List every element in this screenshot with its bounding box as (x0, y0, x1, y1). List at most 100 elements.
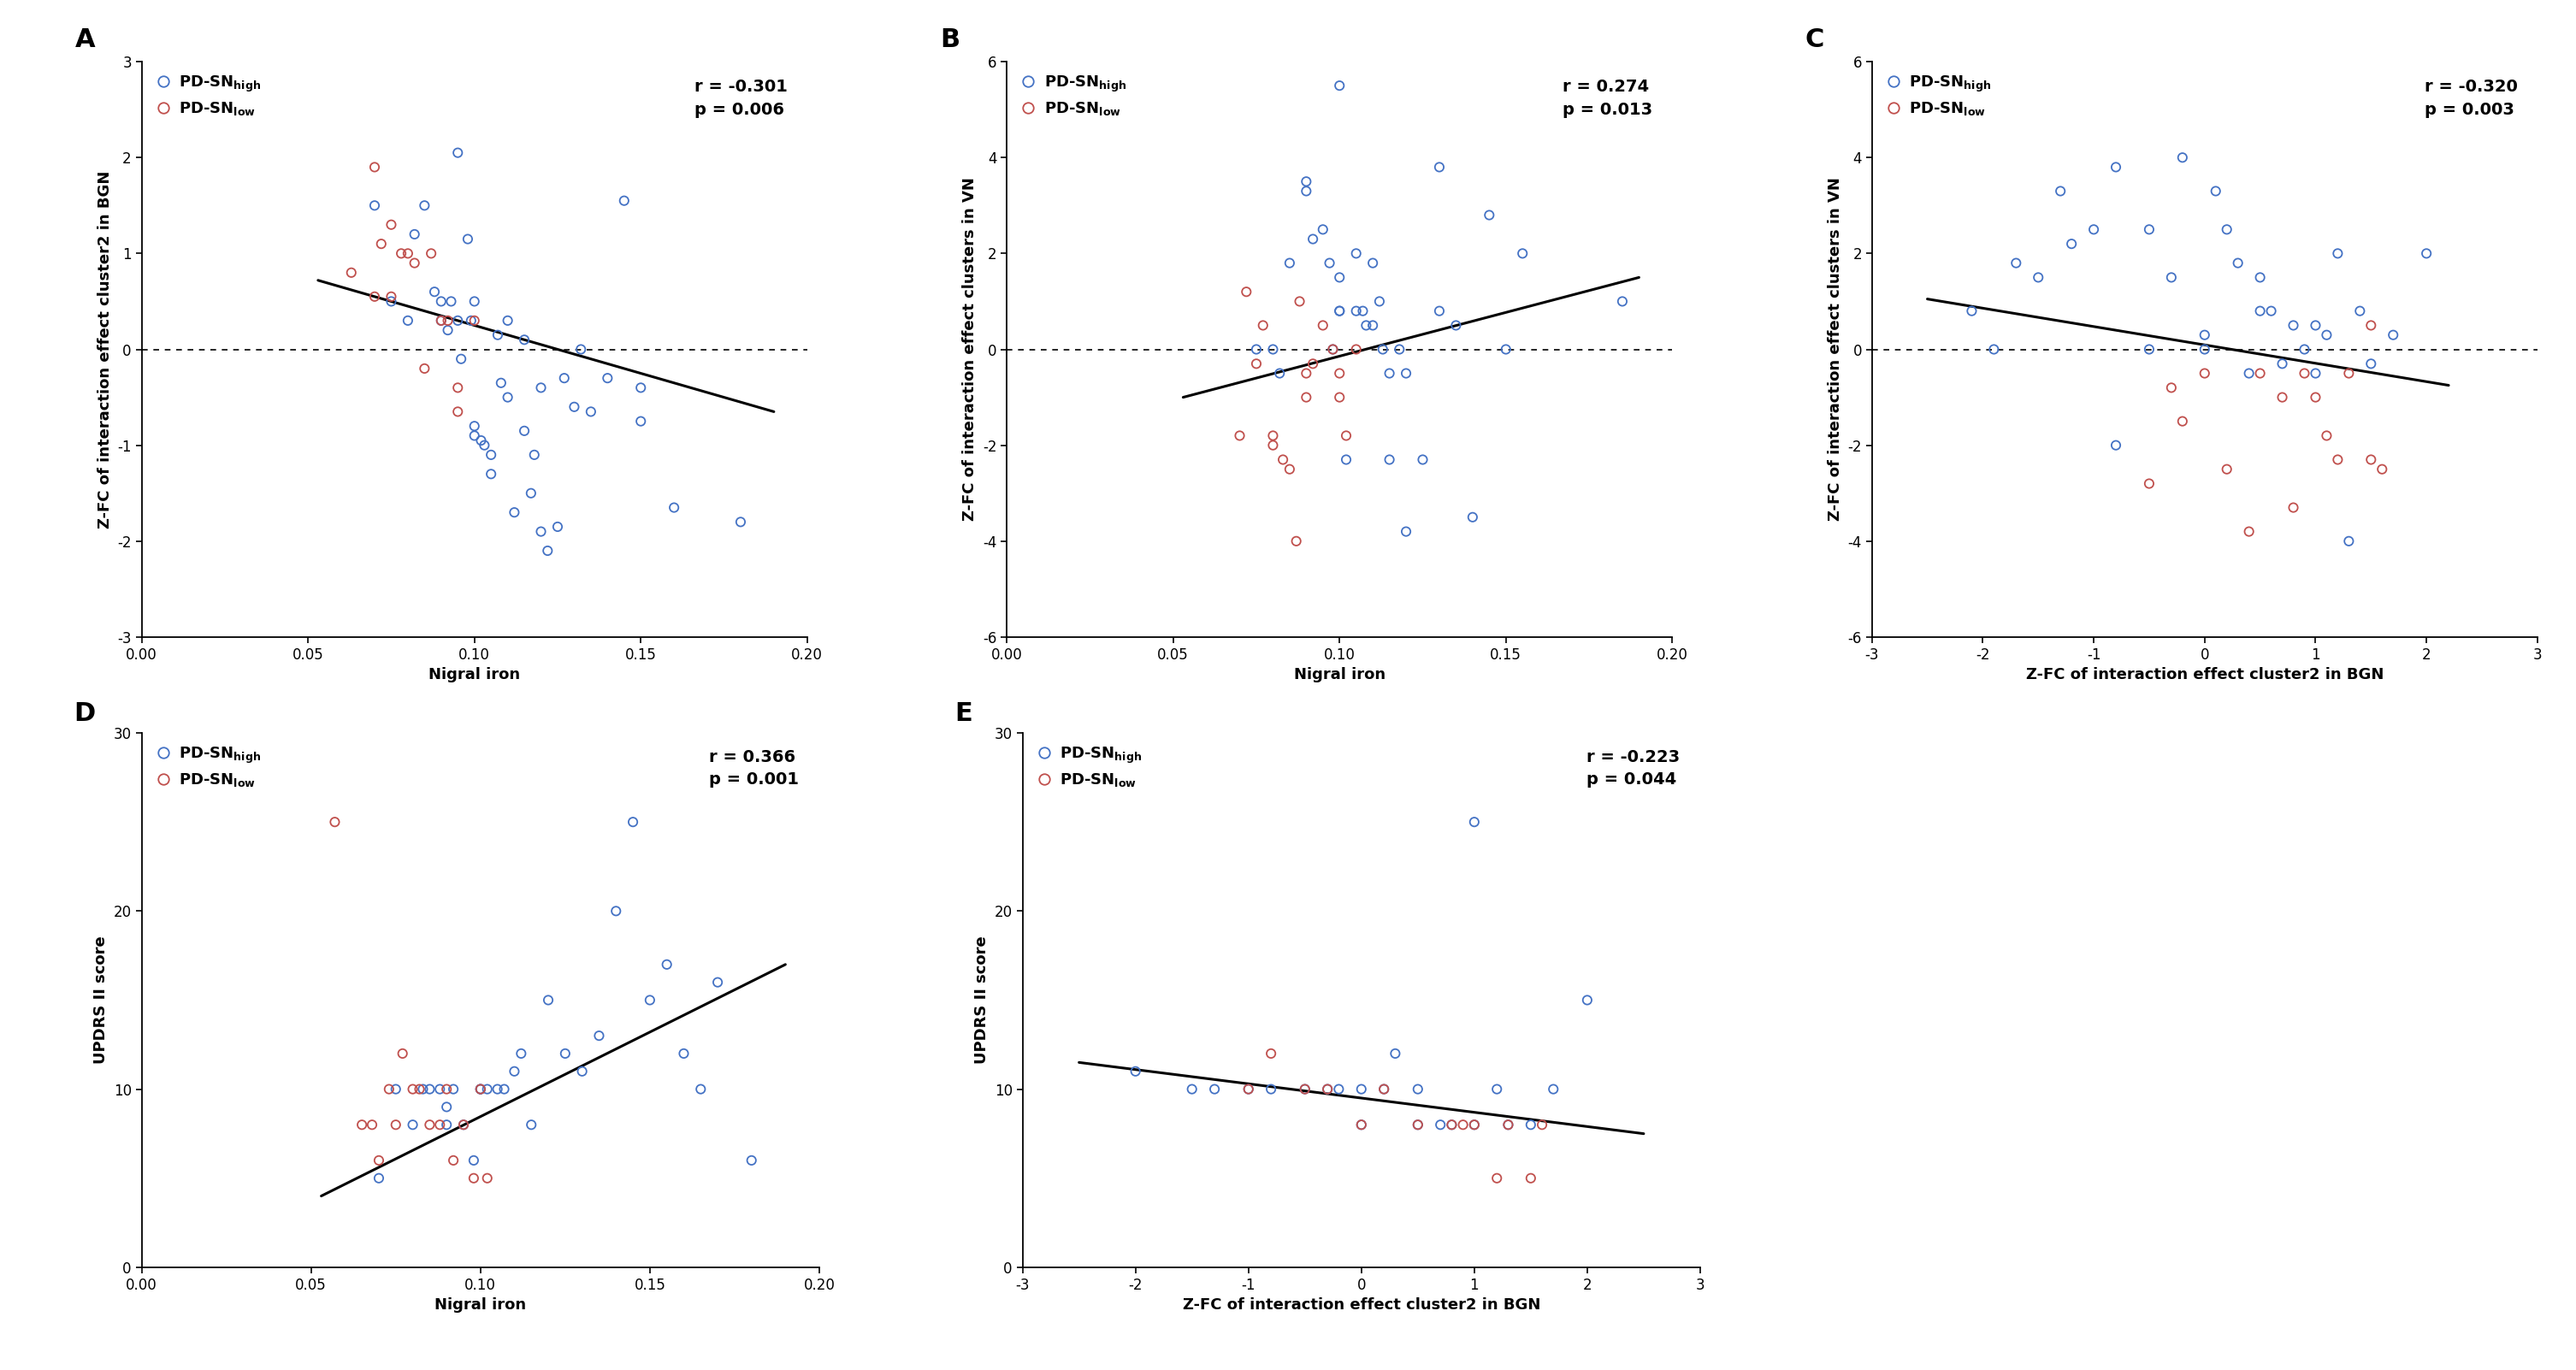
Point (1334, 242, 1376, 264)
Point (438, 142, 479, 164)
Point (559, 338, 600, 360)
Point (453, 1167, 495, 1189)
Point (461, 1078, 502, 1100)
Point (732, 1149, 773, 1171)
Point (386, 310, 428, 332)
Point (1226, 281, 1267, 303)
Point (1236, 352, 1278, 374)
Point (562, 1060, 603, 1082)
Point (1285, 1078, 1327, 1100)
Point (471, 463, 513, 485)
Point (1293, 227, 1334, 249)
Point (451, 310, 492, 332)
Point (1443, 1114, 1484, 1136)
Point (1996, 252, 2038, 274)
Point (495, 501, 536, 523)
Point (2329, 363, 2370, 385)
Point (1419, 300, 1461, 322)
Point (433, 1149, 474, 1171)
Point (428, 310, 469, 332)
Point (1319, 300, 1360, 322)
Y-axis label: Z-FC of interaction effect cluster2 in BGN: Z-FC of interaction effect cluster2 in B… (98, 170, 113, 529)
Point (1510, 1167, 1551, 1189)
Point (330, 262, 371, 284)
Point (453, 290, 495, 312)
Point (2184, 363, 2226, 385)
Point (430, 290, 471, 312)
Point (2151, 266, 2192, 289)
Point (1275, 530, 1316, 552)
Point (569, 400, 611, 422)
Point (2239, 266, 2280, 289)
Point (453, 425, 495, 447)
Point (399, 1078, 440, 1100)
Point (392, 1114, 433, 1136)
Point (1242, 314, 1283, 336)
Point (1432, 1114, 1473, 1136)
Point (381, 1043, 422, 1064)
Point (621, 377, 662, 399)
Point (1502, 242, 1543, 264)
Point (428, 319, 469, 341)
Point (2272, 314, 2313, 336)
Point (1262, 449, 1303, 471)
Point (2306, 425, 2347, 447)
Point (420, 1114, 461, 1136)
Point (2306, 325, 2347, 347)
Point (621, 411, 662, 433)
Point (425, 1078, 466, 1100)
Point (353, 195, 394, 216)
Point (1950, 300, 1991, 322)
Point (544, 367, 585, 389)
Point (2349, 352, 2391, 374)
Point (1486, 338, 1528, 360)
Point (443, 1114, 484, 1136)
Text: r = 0.274
p = 0.013: r = 0.274 p = 0.013 (1564, 79, 1651, 118)
Point (1363, 338, 1404, 360)
Point (2205, 458, 2246, 479)
Text: A: A (75, 27, 95, 52)
Point (443, 1114, 484, 1136)
Point (1522, 1114, 1564, 1136)
Point (433, 1078, 474, 1100)
Point (394, 223, 435, 245)
Point (505, 329, 546, 351)
X-axis label: Nigral iron: Nigral iron (435, 1297, 526, 1312)
Point (487, 310, 528, 332)
Point (1453, 506, 1494, 527)
Point (719, 511, 760, 533)
Point (410, 242, 451, 264)
Legend: PD-SN$_{\mathregular{high}}$, PD-SN$_{\mathregular{low}}$: PD-SN$_{\mathregular{high}}$, PD-SN$_{\m… (1878, 68, 1996, 123)
Point (1378, 338, 1419, 360)
Point (1345, 314, 1386, 336)
Point (2318, 242, 2360, 264)
Point (1453, 811, 1494, 833)
Point (1311, 338, 1352, 360)
Point (698, 971, 739, 993)
Point (361, 233, 402, 255)
Point (2239, 363, 2280, 385)
Point (520, 521, 562, 543)
Point (420, 290, 461, 312)
Point (1319, 386, 1360, 408)
Text: D: D (75, 701, 95, 726)
Point (520, 377, 562, 399)
Point (1432, 1114, 1473, 1136)
Point (1486, 1114, 1528, 1136)
X-axis label: Nigral iron: Nigral iron (428, 667, 520, 682)
Y-axis label: Z-FC of interaction effect clusters in VN: Z-FC of interaction effect clusters in V… (963, 178, 979, 521)
X-axis label: Nigral iron: Nigral iron (1293, 667, 1386, 682)
Point (495, 1060, 536, 1082)
Point (1566, 989, 1607, 1011)
Point (376, 1114, 417, 1136)
Point (2295, 363, 2336, 385)
Point (2184, 338, 2226, 360)
Point (477, 1078, 518, 1100)
Point (466, 1167, 507, 1189)
Text: r = -0.223
p = 0.044: r = -0.223 p = 0.044 (1587, 749, 1680, 788)
Point (381, 242, 422, 264)
Point (2285, 363, 2326, 385)
Point (1260, 363, 1301, 385)
Point (1386, 521, 1427, 543)
Point (1363, 1078, 1404, 1100)
